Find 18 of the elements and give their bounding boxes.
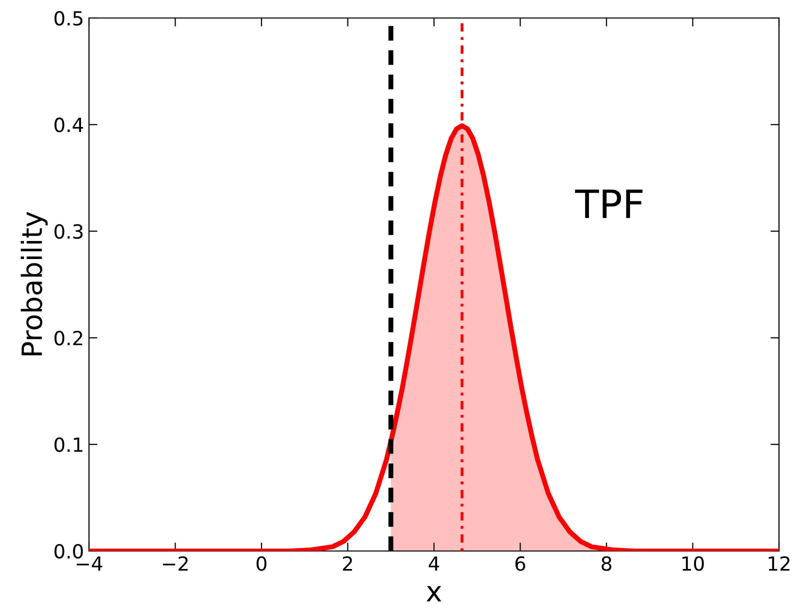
x-tick-label: 8 [602, 556, 612, 571]
y-tick-label: 0.1 [54, 437, 82, 452]
y-tick-label: 0.5 [54, 10, 82, 26]
y-tick-label: 0.0 [54, 544, 83, 559]
y-axis-title: Probability [20, 212, 48, 356]
y-tick-label: 0.3 [54, 224, 83, 239]
x-tick-label: −2 [162, 556, 188, 571]
x-tick-label: 0 [256, 556, 266, 571]
x-tick-label: 12 [768, 556, 790, 571]
x-tick-label: −4 [76, 556, 102, 571]
y-tick-label: 0.2 [54, 330, 82, 346]
x-tick-label: 10 [682, 556, 704, 571]
x-axis-title: x [426, 586, 442, 602]
x-tick-label: 2 [342, 556, 352, 571]
y-tick-label: 0.4 [54, 118, 84, 132]
x-tick-label: 4 [428, 556, 440, 571]
x-tick-label: 6 [515, 556, 526, 571]
annotation: TPF [575, 190, 642, 218]
